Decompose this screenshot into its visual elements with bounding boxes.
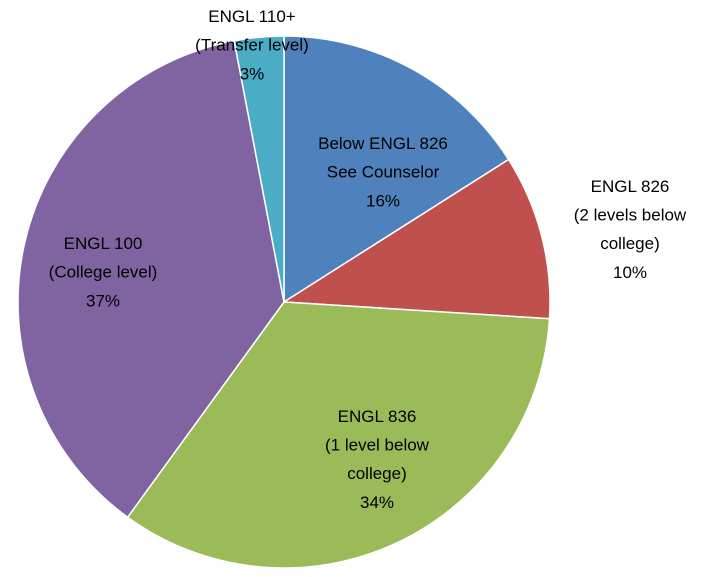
- pie-slice: [233, 35, 285, 303]
- slice-label: ENGL 826 (2 levels below college): [574, 177, 687, 253]
- label-line: (2 levels below: [574, 206, 687, 225]
- label-line: (1 level below: [325, 436, 430, 455]
- slice-label: Below ENGL 826 See Counselor: [318, 134, 448, 182]
- pie-slice: [17, 39, 285, 519]
- slice-label: ENGL 836 (1 level below college): [325, 407, 430, 483]
- label-line: ENGL 100: [64, 234, 143, 253]
- slice-value-label: 34%: [360, 493, 394, 512]
- slice-value-label: 16%: [366, 191, 400, 210]
- slice-label: ENGL 100 (College level): [49, 234, 158, 282]
- label-line: Below ENGL 826: [318, 134, 448, 153]
- slice-label: ENGL 110+ (Transfer level): [195, 7, 309, 55]
- label-line: ENGL 826: [591, 177, 670, 196]
- label-line: college): [347, 464, 407, 483]
- pie-slice: [283, 35, 510, 304]
- label-line: college): [600, 234, 660, 253]
- slice-value-label: 3%: [240, 64, 265, 83]
- slice-value-label: 10%: [613, 263, 647, 282]
- label-line: ENGL 110+: [208, 7, 295, 26]
- label-line: ENGL 836: [338, 407, 417, 426]
- pie-slice: [126, 301, 551, 569]
- label-line: (Transfer level): [195, 36, 309, 55]
- slice-value-label: 37%: [86, 291, 120, 310]
- label-line: See Counselor: [327, 163, 440, 182]
- pie-slice: [281, 158, 551, 320]
- label-line: (College level): [49, 263, 158, 282]
